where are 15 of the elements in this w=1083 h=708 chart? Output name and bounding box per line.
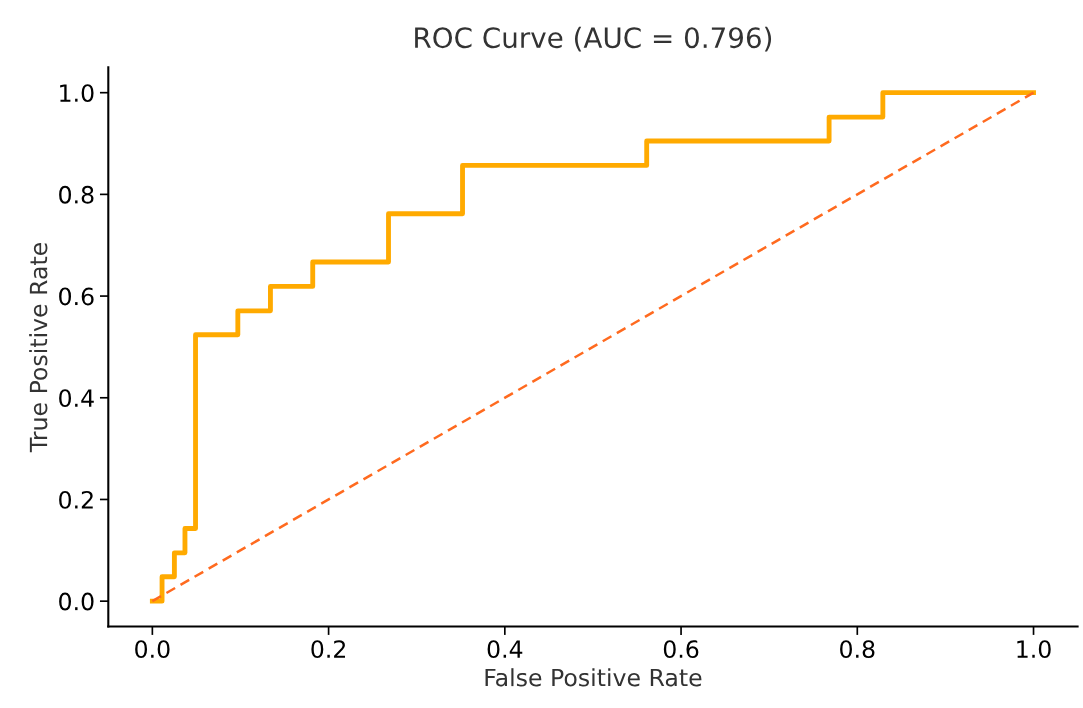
x-axis-title: False Positive Rate bbox=[485, 668, 702, 687]
x-tick-label: 1.0 bbox=[1017, 640, 1051, 659]
y-tick-label: 0.2 bbox=[59, 490, 93, 509]
y-tick-label: 1.0 bbox=[60, 84, 94, 102]
chart-title: ROC Curve (AUC = 0.796) bbox=[415, 26, 772, 52]
x-tick-label: 0.0 bbox=[135, 640, 170, 659]
y-tick-label: 0.8 bbox=[59, 185, 94, 204]
x-tick-label: 0.6 bbox=[663, 640, 699, 659]
y-axis-title: True Positive Rate bbox=[29, 243, 48, 453]
y-tick-label: 0.6 bbox=[59, 287, 94, 306]
x-tick-label: 0.8 bbox=[840, 640, 875, 659]
x-tick-label: 0.2 bbox=[311, 640, 345, 659]
y-tick-label: 0.0 bbox=[59, 592, 94, 611]
x-tick-label: 0.4 bbox=[487, 640, 523, 659]
y-tick-label: 0.4 bbox=[59, 389, 94, 408]
